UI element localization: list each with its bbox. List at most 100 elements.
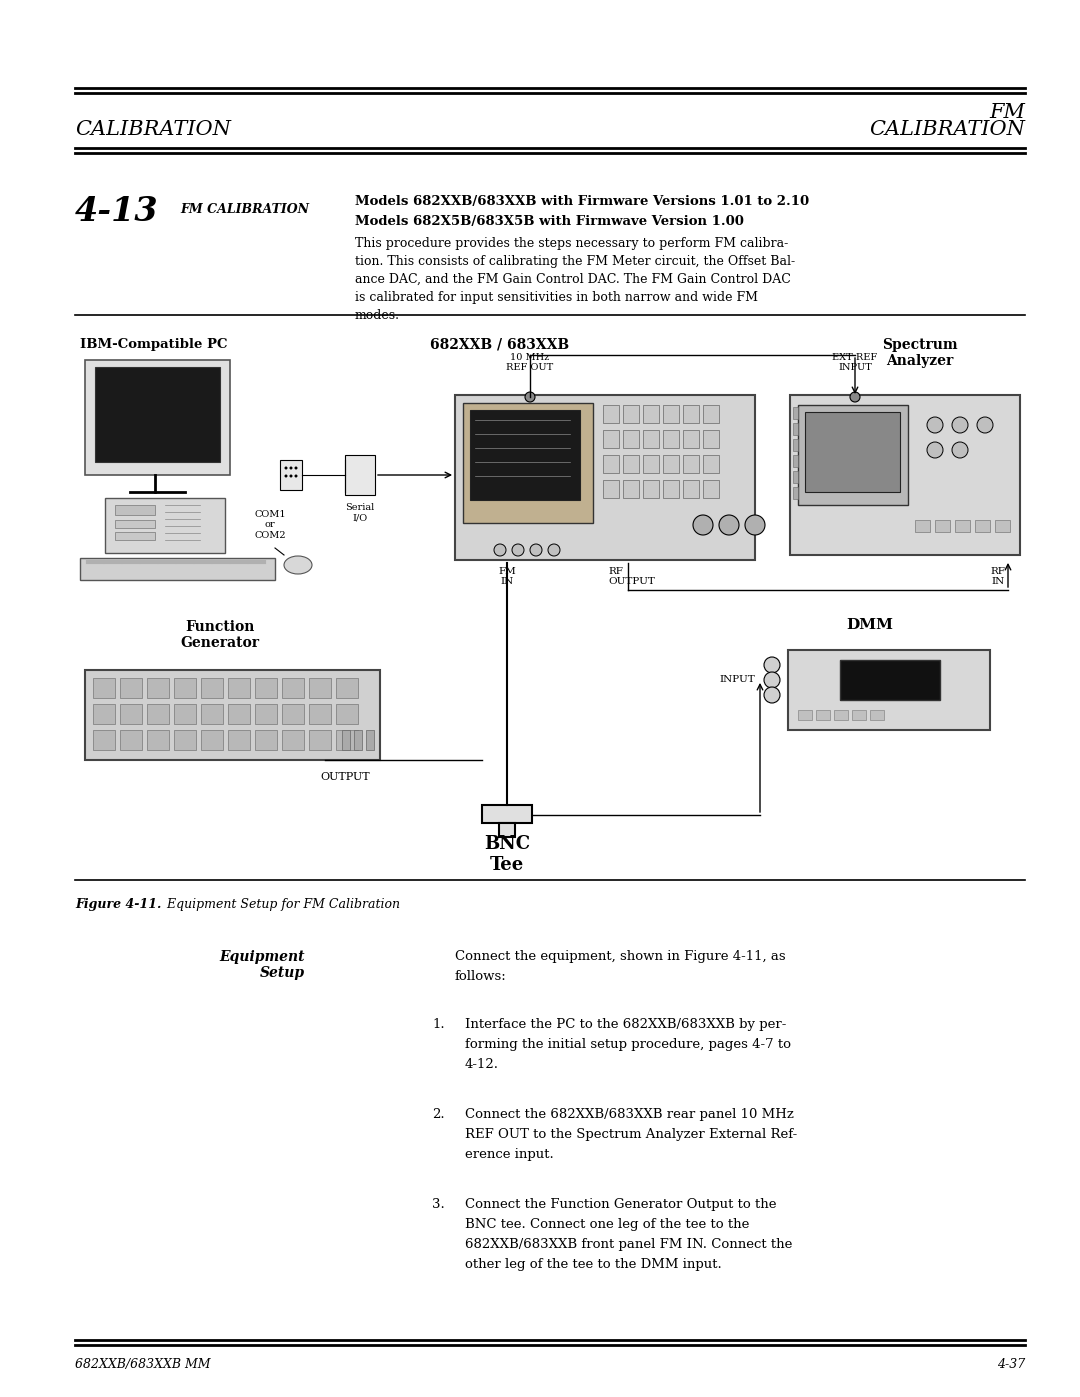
Text: ance DAC, and the FM Gain Control DAC. The FM Gain Control DAC: ance DAC, and the FM Gain Control DAC. T… [355, 272, 791, 286]
Text: FM: FM [989, 103, 1025, 122]
Bar [93, 731, 114, 750]
Text: other leg of the tee to the DMM input.: other leg of the tee to the DMM input. [465, 1259, 721, 1271]
Text: Figure 4-11.: Figure 4-11. [75, 898, 161, 911]
Bar [455, 395, 755, 560]
Bar [643, 455, 659, 474]
Circle shape [719, 515, 739, 535]
Bar [798, 710, 812, 719]
Circle shape [693, 515, 713, 535]
Bar [114, 504, 156, 515]
Circle shape [951, 416, 968, 433]
Bar [93, 678, 114, 698]
Bar [703, 405, 719, 423]
Bar [342, 731, 350, 750]
Circle shape [295, 475, 297, 478]
Text: 4-12.: 4-12. [465, 1058, 499, 1071]
Bar [870, 710, 885, 719]
Circle shape [951, 441, 968, 458]
Circle shape [284, 467, 287, 469]
Circle shape [295, 467, 297, 469]
Text: follows:: follows: [455, 970, 507, 983]
Bar [995, 520, 1010, 532]
Bar [703, 455, 719, 474]
Circle shape [764, 657, 780, 673]
Bar [120, 678, 141, 698]
Bar [852, 710, 866, 719]
Bar [935, 520, 950, 532]
Bar [114, 520, 156, 528]
Bar [255, 678, 276, 698]
Text: 1.: 1. [432, 1018, 445, 1031]
Bar [80, 557, 275, 580]
Bar [663, 455, 679, 474]
Bar [228, 731, 249, 750]
Text: forming the initial setup procedure, pages 4-7 to: forming the initial setup procedure, pag… [465, 1038, 791, 1051]
Bar [228, 678, 249, 698]
Bar [147, 678, 168, 698]
Circle shape [927, 441, 943, 458]
Text: COM1
or
COM2: COM1 or COM2 [254, 510, 286, 539]
Bar [309, 731, 330, 750]
Bar [683, 430, 699, 448]
Text: Equipment
Setup: Equipment Setup [219, 950, 305, 981]
Text: CALIBRATION: CALIBRATION [869, 120, 1025, 138]
Text: INPUT: INPUT [719, 675, 755, 685]
Text: 4-37: 4-37 [997, 1358, 1025, 1370]
Bar [683, 455, 699, 474]
Bar [793, 488, 798, 499]
Bar [282, 704, 303, 724]
Bar [623, 405, 639, 423]
Bar [120, 704, 141, 724]
Text: 10 MHz
REF OUT: 10 MHz REF OUT [507, 352, 554, 372]
Circle shape [745, 515, 765, 535]
Bar [816, 710, 831, 719]
Bar [85, 360, 230, 475]
Text: 682XXB/683XXB front panel FM IN. Connect the: 682XXB/683XXB front panel FM IN. Connect… [465, 1238, 793, 1250]
Bar [255, 731, 276, 750]
Bar [683, 405, 699, 423]
Text: OUTPUT: OUTPUT [320, 773, 369, 782]
Bar [174, 704, 195, 724]
Bar [201, 731, 222, 750]
Bar [120, 731, 141, 750]
Text: Models 682XXB/683XXB with Firmware Versions 1.01 to 2.10: Models 682XXB/683XXB with Firmware Versi… [355, 196, 809, 208]
Text: 2.: 2. [432, 1108, 445, 1120]
Bar [603, 405, 619, 423]
Bar [703, 481, 719, 497]
Text: erence input.: erence input. [465, 1148, 554, 1161]
Bar [798, 405, 908, 504]
Bar [789, 395, 1020, 555]
Bar [499, 823, 515, 837]
Text: Function
Generator: Function Generator [180, 620, 259, 650]
Bar [643, 405, 659, 423]
Circle shape [289, 467, 293, 469]
Text: RF
OUTPUT: RF OUTPUT [608, 567, 654, 587]
Circle shape [530, 543, 542, 556]
Text: Spectrum
Analyzer: Spectrum Analyzer [882, 338, 958, 369]
Bar [354, 731, 362, 750]
Bar [623, 455, 639, 474]
Text: Models 682X5B/683X5B with Firmwave Version 1.00: Models 682X5B/683X5B with Firmwave Versi… [355, 215, 744, 228]
Circle shape [764, 672, 780, 687]
Bar [309, 678, 330, 698]
Bar [915, 520, 930, 532]
Bar [482, 805, 532, 823]
Bar [282, 731, 303, 750]
Bar [336, 704, 357, 724]
Bar [201, 704, 222, 724]
Bar [788, 650, 990, 731]
Bar [114, 532, 156, 541]
Text: BNC
Tee: BNC Tee [484, 835, 530, 873]
Bar [228, 704, 249, 724]
Bar [336, 678, 357, 698]
Bar [683, 481, 699, 497]
Text: CALIBRATION: CALIBRATION [75, 120, 231, 138]
Text: modes.: modes. [355, 309, 400, 321]
Circle shape [548, 543, 561, 556]
Circle shape [927, 416, 943, 433]
Text: IBM-Compatible PC: IBM-Compatible PC [80, 338, 228, 351]
Bar [147, 704, 168, 724]
Text: is calibrated for input sensitivities in both narrow and wide FM: is calibrated for input sensitivities in… [355, 291, 758, 305]
Text: Connect the 682XXB/683XXB rear panel 10 MHz: Connect the 682XXB/683XXB rear panel 10 … [465, 1108, 794, 1120]
Bar [147, 731, 168, 750]
